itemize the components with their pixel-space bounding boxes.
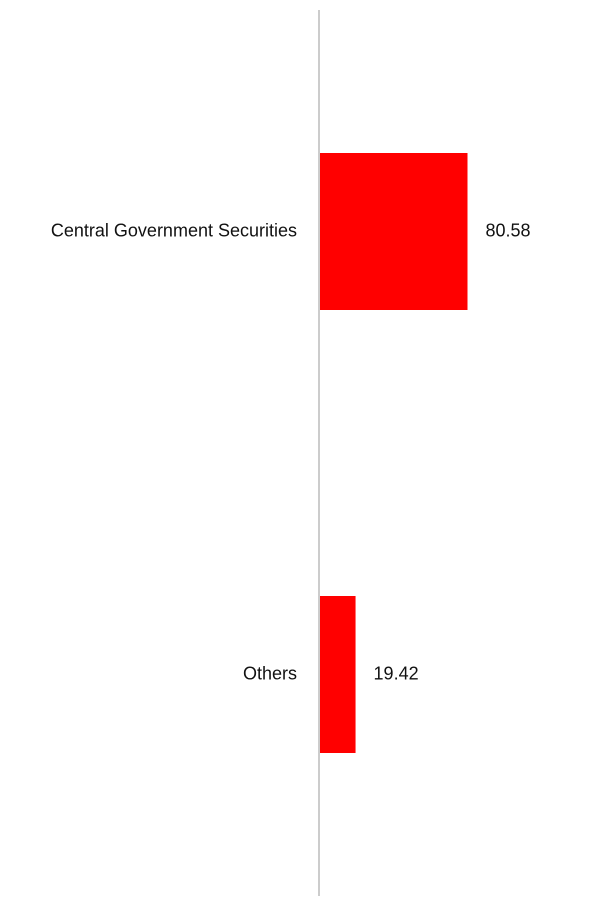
- data-value-label: 80.58: [486, 220, 531, 240]
- bars-layer: [320, 153, 468, 753]
- labels-layer: Central Government Securities 80.58 Others…: [51, 220, 531, 683]
- bar: [320, 596, 356, 753]
- data-value-label: 19.42: [374, 663, 419, 683]
- category-tick-label: Others: [243, 663, 297, 683]
- category-tick-label: Central Government Securities: [51, 220, 297, 240]
- bar: [320, 153, 468, 310]
